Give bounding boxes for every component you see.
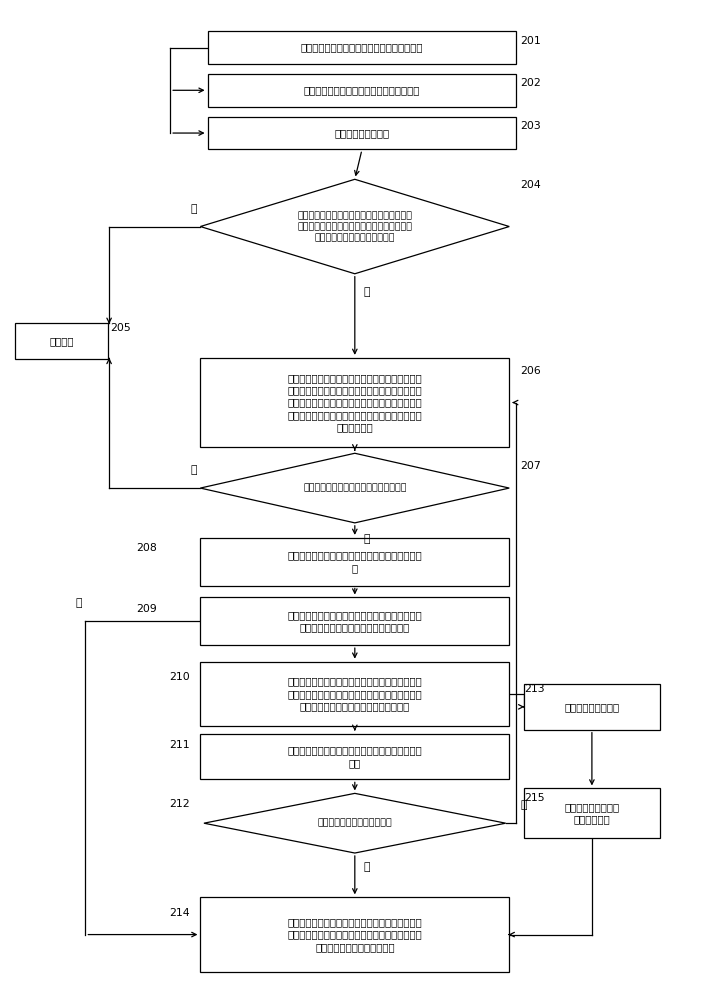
Text: 根据该单一钞箱的钞票数量和钞票面额，从若干单
一钞箱中提取出对应的钞票来满足该残值: 根据该单一钞箱的钞票数量和钞票面额，从若干单 一钞箱中提取出对应的钞票来满足该残… (287, 610, 422, 633)
Text: 202: 202 (520, 78, 541, 88)
Text: 若从若干单一钞箱中提取出的钞票总额等于该残值
，则配钞成功，得到的配钞结果为当前若干混合钞
箱和若干单一钞箱提取的对应的钞票张数: 若从若干单一钞箱中提取出的钞票总额等于该残值 ，则配钞成功，得到的配钞结果为当前… (287, 677, 422, 711)
Text: 否: 否 (190, 204, 197, 214)
Polygon shape (201, 453, 509, 523)
Text: 201: 201 (520, 36, 541, 46)
Text: 否: 否 (190, 465, 197, 475)
Text: 207: 207 (520, 461, 541, 471)
Text: 是: 是 (363, 287, 370, 297)
Text: 混合张数数组是否均已获取过: 混合张数数组是否均已获取过 (317, 819, 392, 828)
Bar (201, 662, 509, 726)
Text: 212: 212 (169, 799, 190, 809)
Bar (523, 788, 660, 838)
Text: 是: 是 (75, 598, 82, 608)
Bar (201, 538, 509, 586)
Bar (201, 358, 509, 447)
Text: 根据该混合钞箱的钞票顺序以及对应的面额，先取
每个混合钞箱的钞票张数组成未获取过的混合张数
数组，该混合张数数组对应的钞票总额作为混合钞
票总额，并保证该混合钞: 根据该混合钞箱的钞票顺序以及对应的面额，先取 每个混合钞箱的钞票张数组成未获取过… (287, 373, 422, 432)
Bar (208, 74, 516, 107)
Text: 209: 209 (135, 604, 156, 614)
Text: 获取若干混合钞箱的钞票顺序以及对应的面额: 获取若干混合钞箱的钞票顺序以及对应的面额 (300, 43, 424, 53)
Text: 若从若干单一钞箱中提取出的钞票总额无法等于该
残值: 若从若干单一钞箱中提取出的钞票总额无法等于该 残值 (287, 745, 422, 768)
Polygon shape (204, 793, 505, 853)
Text: 若在该混合钞箱出钞时，存在异常钞票，则其余已
出钞至钞票暂存器上的钞票被回收至该混合钞箱中
，并执行该配钞方法重新配钞: 若在该混合钞箱出钞时，存在异常钞票，则其余已 出钞至钞票暂存器上的钞票被回收至该… (287, 917, 422, 952)
Bar (201, 597, 509, 645)
Bar (208, 31, 516, 64)
Text: 若无异常，则出钞成
功，完成交易: 若无异常，则出钞成 功，完成交易 (564, 802, 620, 824)
Text: 否: 否 (521, 800, 527, 810)
Bar (15, 323, 109, 359)
Bar (201, 897, 509, 972)
Bar (201, 734, 509, 779)
Text: 210: 210 (169, 672, 190, 682)
Text: 213: 213 (524, 684, 545, 694)
Text: 211: 211 (169, 740, 190, 750)
Text: 205: 205 (111, 323, 131, 333)
Text: 是: 是 (363, 862, 370, 872)
Text: 203: 203 (520, 121, 541, 131)
Text: 208: 208 (135, 543, 156, 553)
Text: 配钞失败: 配钞失败 (49, 336, 74, 346)
Text: 214: 214 (169, 908, 190, 918)
Bar (523, 684, 660, 730)
Text: 根据该配钞结果出钞: 根据该配钞结果出钞 (564, 702, 620, 712)
Polygon shape (201, 179, 509, 274)
Text: 该混合钞票总额是否小于等于该配钞额度: 该混合钞票总额是否小于等于该配钞额度 (303, 484, 407, 493)
Text: 是: 是 (363, 534, 370, 544)
Text: 204: 204 (520, 180, 541, 190)
Text: 206: 206 (520, 366, 541, 376)
Text: 该配钞额度是否能被该混合钞箱和单一钞箱的
所有钞票面额的最大公约数整除，且所有钞票
的总额是否大于等于该配钞额度: 该配钞额度是否能被该混合钞箱和单一钞箱的 所有钞票面额的最大公约数整除，且所有钞… (298, 211, 412, 242)
Text: 获取若干单一钞箱的钞票数量以及钞票面额: 获取若干单一钞箱的钞票数量以及钞票面额 (304, 85, 420, 95)
Text: 获取当前的配钞额度: 获取当前的配钞额度 (334, 128, 390, 138)
Bar (208, 117, 516, 149)
Text: 215: 215 (524, 793, 545, 803)
Text: 计算该配钞额度与该混合钞票总额的差值，得到残
值: 计算该配钞额度与该混合钞票总额的差值，得到残 值 (287, 550, 422, 573)
